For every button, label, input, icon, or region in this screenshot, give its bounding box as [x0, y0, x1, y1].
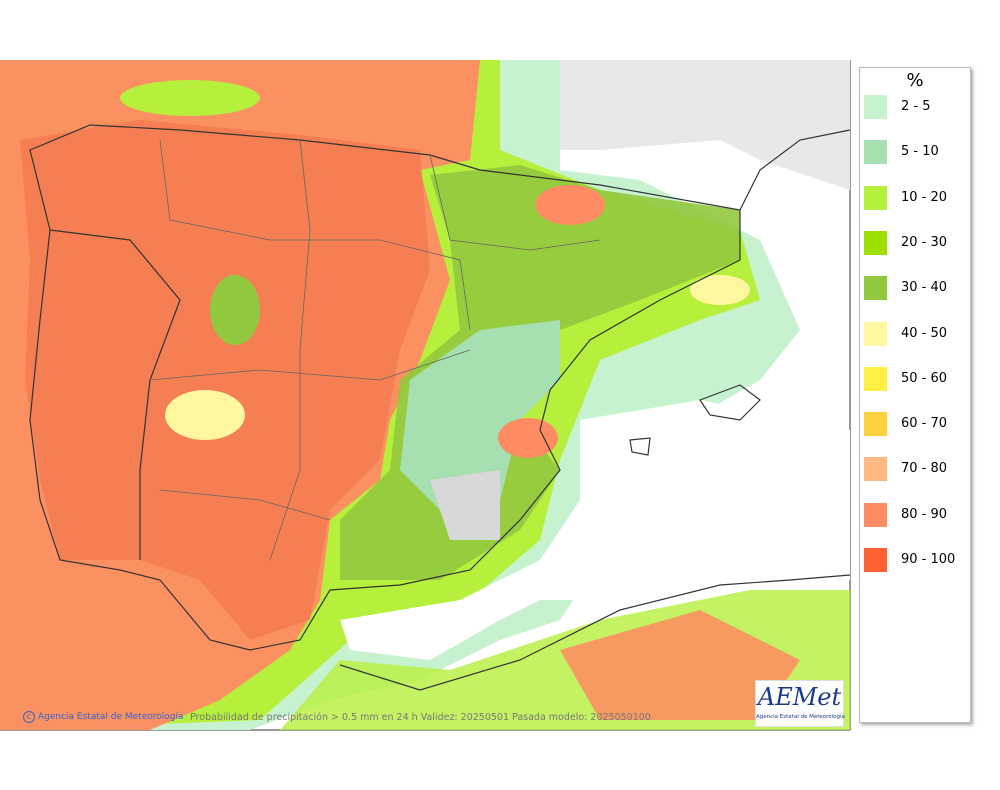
- legend-item: 90 - 100: [864, 548, 968, 572]
- legend-label: 70 - 80: [901, 461, 948, 477]
- legend-label: 90 - 100: [901, 552, 956, 567]
- legend-item: 2 - 5: [864, 95, 968, 119]
- precipitation-map: [0, 60, 851, 731]
- legend-label: 40 - 50: [901, 325, 948, 341]
- legend-label: 2 - 5: [901, 99, 931, 114]
- legend-swatch: [864, 276, 887, 301]
- legend-swatch: [864, 457, 887, 482]
- legend-item: 60 - 70: [864, 412, 968, 437]
- legend-swatch: [864, 412, 887, 437]
- credit: Agencia Estatal de Meteorología: [38, 712, 184, 722]
- legend-swatch: [864, 366, 887, 391]
- legend-item: 80 - 90: [864, 502, 968, 527]
- legend-item: 30 - 40: [864, 276, 968, 301]
- legend-item: 20 - 30: [864, 230, 968, 255]
- legend: % 2 - 5 5 - 10 10 - 20 20 - 30 30 - 40 40 - 5…: [859, 67, 971, 723]
- legend-label: 50 - 60: [901, 370, 948, 386]
- logo: AEMet Agencia Estatal de Meteorología: [755, 680, 845, 727]
- legend-item: 5 - 10: [864, 140, 968, 165]
- legend-label: 30 - 40: [901, 280, 948, 296]
- legend-item: 40 - 50: [864, 321, 968, 346]
- legend-label: 60 - 70: [901, 416, 948, 432]
- map-caption: Probabilidad de precipitación > 0.5 mm e…: [190, 712, 651, 723]
- legend-swatch: [864, 321, 887, 346]
- legend-swatch: [864, 502, 887, 527]
- legend-swatch: [864, 95, 887, 119]
- legend-label: 80 - 90: [901, 506, 948, 522]
- copyright-icon: c: [23, 711, 35, 723]
- legend-swatch: [864, 140, 887, 165]
- legend-label: 10 - 20: [901, 189, 948, 205]
- legend-title: %: [906, 70, 924, 91]
- legend-label: 5 - 10: [901, 144, 939, 160]
- legend-item: 70 - 80: [864, 457, 968, 482]
- logo-name: AEMet: [757, 683, 842, 711]
- logo-subtitle: Agencia Estatal de Meteorología: [756, 714, 845, 720]
- legend-label: 20 - 30: [901, 234, 948, 250]
- legend-swatch: [864, 230, 887, 255]
- legend-swatch: [864, 185, 887, 210]
- legend-item: 10 - 20: [864, 185, 968, 210]
- legend-item: 50 - 60: [864, 366, 968, 391]
- legend-swatch: [864, 548, 887, 572]
